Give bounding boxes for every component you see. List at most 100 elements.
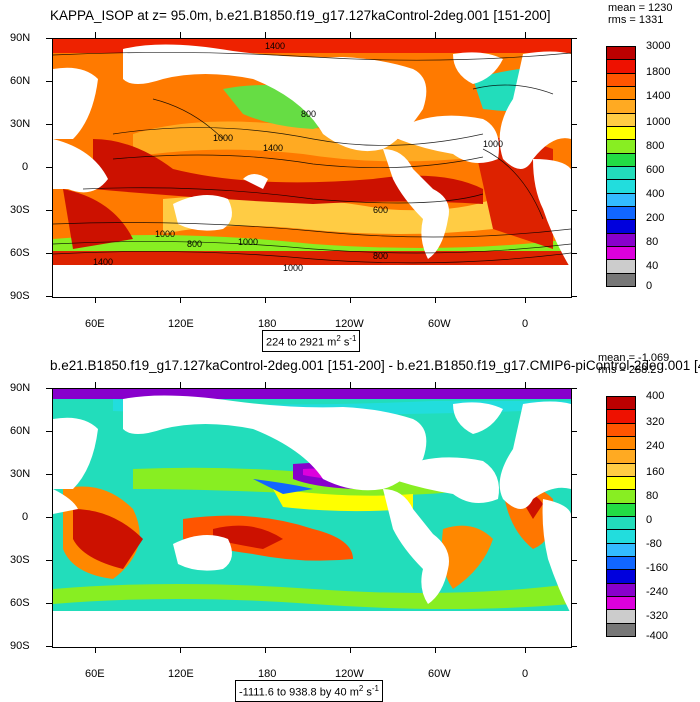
lat-tick bbox=[571, 167, 577, 168]
top-colorbar-swatch bbox=[606, 259, 636, 274]
top-contour-label: 1000 bbox=[213, 133, 234, 143]
bottom-lon-label: 120E bbox=[168, 668, 194, 680]
bottom-colorbar-swatch bbox=[606, 596, 636, 611]
top-lat-label: 30N bbox=[10, 118, 31, 130]
bottom-colorbar-swatch bbox=[606, 609, 636, 624]
top-colorbar-swatch bbox=[606, 86, 636, 101]
top-range-unit-sup1: 2 bbox=[336, 334, 341, 343]
bottom-colorbar-swatch bbox=[606, 449, 636, 464]
lon-tick bbox=[350, 32, 351, 38]
top-contour-label: 1000 bbox=[155, 229, 176, 239]
lon-tick bbox=[525, 32, 526, 38]
top-colorbar-swatch bbox=[606, 272, 636, 287]
lat-tick bbox=[571, 38, 577, 39]
bottom-lat-label: 30S bbox=[10, 554, 30, 566]
bottom-lat-label: 60S bbox=[10, 597, 30, 609]
lat-tick bbox=[571, 646, 577, 647]
bottom-colorbar-swatch bbox=[606, 556, 636, 571]
top-lon-label: 60W bbox=[428, 318, 451, 330]
bottom-range-text: -1111.6 to 938.8 by 40 m bbox=[239, 686, 359, 699]
lat-tick bbox=[46, 431, 52, 432]
lat-tick bbox=[571, 124, 577, 125]
bottom-colorbar-swatch bbox=[606, 569, 636, 584]
lon-tick bbox=[180, 647, 181, 653]
top-colorbar-swatch bbox=[606, 152, 636, 167]
bottom-map-title: b.e21.B1850.f19_g17.127kaControl-2deg.00… bbox=[50, 358, 700, 373]
bottom-lon-label: 60W bbox=[428, 668, 451, 680]
top-contour-label: 1400 bbox=[263, 143, 284, 153]
top-stats: mean = 1230 rms = 1331 bbox=[608, 2, 673, 26]
bottom-colorbar-label: -240 bbox=[646, 586, 669, 598]
lon-tick bbox=[525, 382, 526, 388]
top-colorbar-swatch bbox=[606, 192, 636, 207]
lat-tick bbox=[571, 253, 577, 254]
top-map: 1400 1000 800 1400 1000 1000 800 1400 10… bbox=[52, 38, 572, 298]
bottom-colorbar-swatch bbox=[606, 422, 636, 437]
top-lat-label: 30S bbox=[10, 204, 30, 216]
bottom-colorbar-label: 160 bbox=[646, 466, 665, 478]
bottom-colorbar: 400 320 240 160 80 0 -80 -160 -240 -320 … bbox=[606, 390, 696, 642]
lat-tick bbox=[571, 210, 577, 211]
bottom-colorbar-swatch bbox=[606, 542, 636, 557]
top-contour-label: 1400 bbox=[93, 257, 114, 267]
lon-tick bbox=[180, 297, 181, 303]
lon-tick bbox=[525, 297, 526, 303]
bottom-colorbar-label: -80 bbox=[646, 538, 662, 550]
top-lon-label: 60E bbox=[85, 318, 105, 330]
lon-tick bbox=[265, 297, 266, 303]
bottom-range-unit-sup1: 2 bbox=[358, 684, 364, 693]
bottom-lon-label: 0 bbox=[522, 668, 529, 680]
top-colorbar-swatch bbox=[606, 126, 636, 141]
lat-tick bbox=[46, 388, 52, 389]
top-range-unit-tail: s bbox=[340, 336, 350, 349]
top-contour-label: 1000 bbox=[238, 237, 259, 247]
bottom-stats-mean: mean = -1.069 bbox=[598, 352, 670, 364]
bottom-lon-label: 120W bbox=[335, 668, 364, 680]
lat-tick bbox=[46, 38, 52, 39]
top-lon-label: 0 bbox=[522, 318, 529, 330]
top-range-text: 224 to 2921 m bbox=[266, 336, 337, 349]
top-colorbar-swatch bbox=[606, 246, 636, 261]
lon-tick bbox=[265, 32, 266, 38]
top-stats-mean: mean = 1230 bbox=[608, 2, 673, 14]
bottom-colorbar-label: 400 bbox=[646, 390, 665, 402]
lat-tick bbox=[571, 388, 577, 389]
bottom-colorbar-label: 80 bbox=[646, 490, 659, 502]
top-contour-label: 1000 bbox=[283, 263, 304, 273]
top-colorbar-label: 1800 bbox=[646, 66, 671, 78]
lat-tick bbox=[571, 517, 577, 518]
lon-tick bbox=[265, 382, 266, 388]
top-stats-rms: rms = 1331 bbox=[608, 14, 664, 26]
top-colorbar-label: 400 bbox=[646, 188, 665, 200]
lat-tick bbox=[46, 253, 52, 254]
lat-tick bbox=[46, 646, 52, 647]
top-contour-label: 1000 bbox=[483, 139, 504, 149]
top-lat-label: 60N bbox=[10, 75, 31, 87]
lon-tick bbox=[350, 647, 351, 653]
bottom-lon-label: 180 bbox=[258, 668, 277, 680]
top-lon-label: 120W bbox=[335, 318, 364, 330]
top-lat-label: 0 bbox=[22, 161, 29, 173]
lat-tick bbox=[46, 603, 52, 604]
bottom-stats-rms: rms = 288.2 bbox=[598, 364, 657, 376]
bottom-colorbar-label: 0 bbox=[646, 514, 653, 526]
bottom-colorbar-swatch bbox=[606, 516, 636, 531]
lat-tick bbox=[571, 474, 577, 475]
lat-tick bbox=[46, 474, 52, 475]
top-colorbar-swatch bbox=[606, 219, 636, 234]
lat-tick bbox=[46, 517, 52, 518]
lat-tick bbox=[46, 560, 52, 561]
bottom-colorbar-swatch bbox=[606, 476, 636, 491]
top-colorbar-swatch bbox=[606, 206, 636, 221]
bottom-colorbar-swatch bbox=[606, 489, 636, 504]
lon-tick bbox=[435, 647, 436, 653]
lat-tick bbox=[571, 431, 577, 432]
top-colorbar-label: 80 bbox=[646, 236, 659, 248]
lon-tick bbox=[350, 297, 351, 303]
bottom-lat-label: 60N bbox=[10, 425, 31, 437]
lon-tick bbox=[435, 382, 436, 388]
lon-tick bbox=[525, 647, 526, 653]
bottom-colorbar-label: 320 bbox=[646, 416, 665, 428]
lon-tick bbox=[95, 297, 96, 303]
bottom-lat-label: 90S bbox=[10, 640, 30, 652]
